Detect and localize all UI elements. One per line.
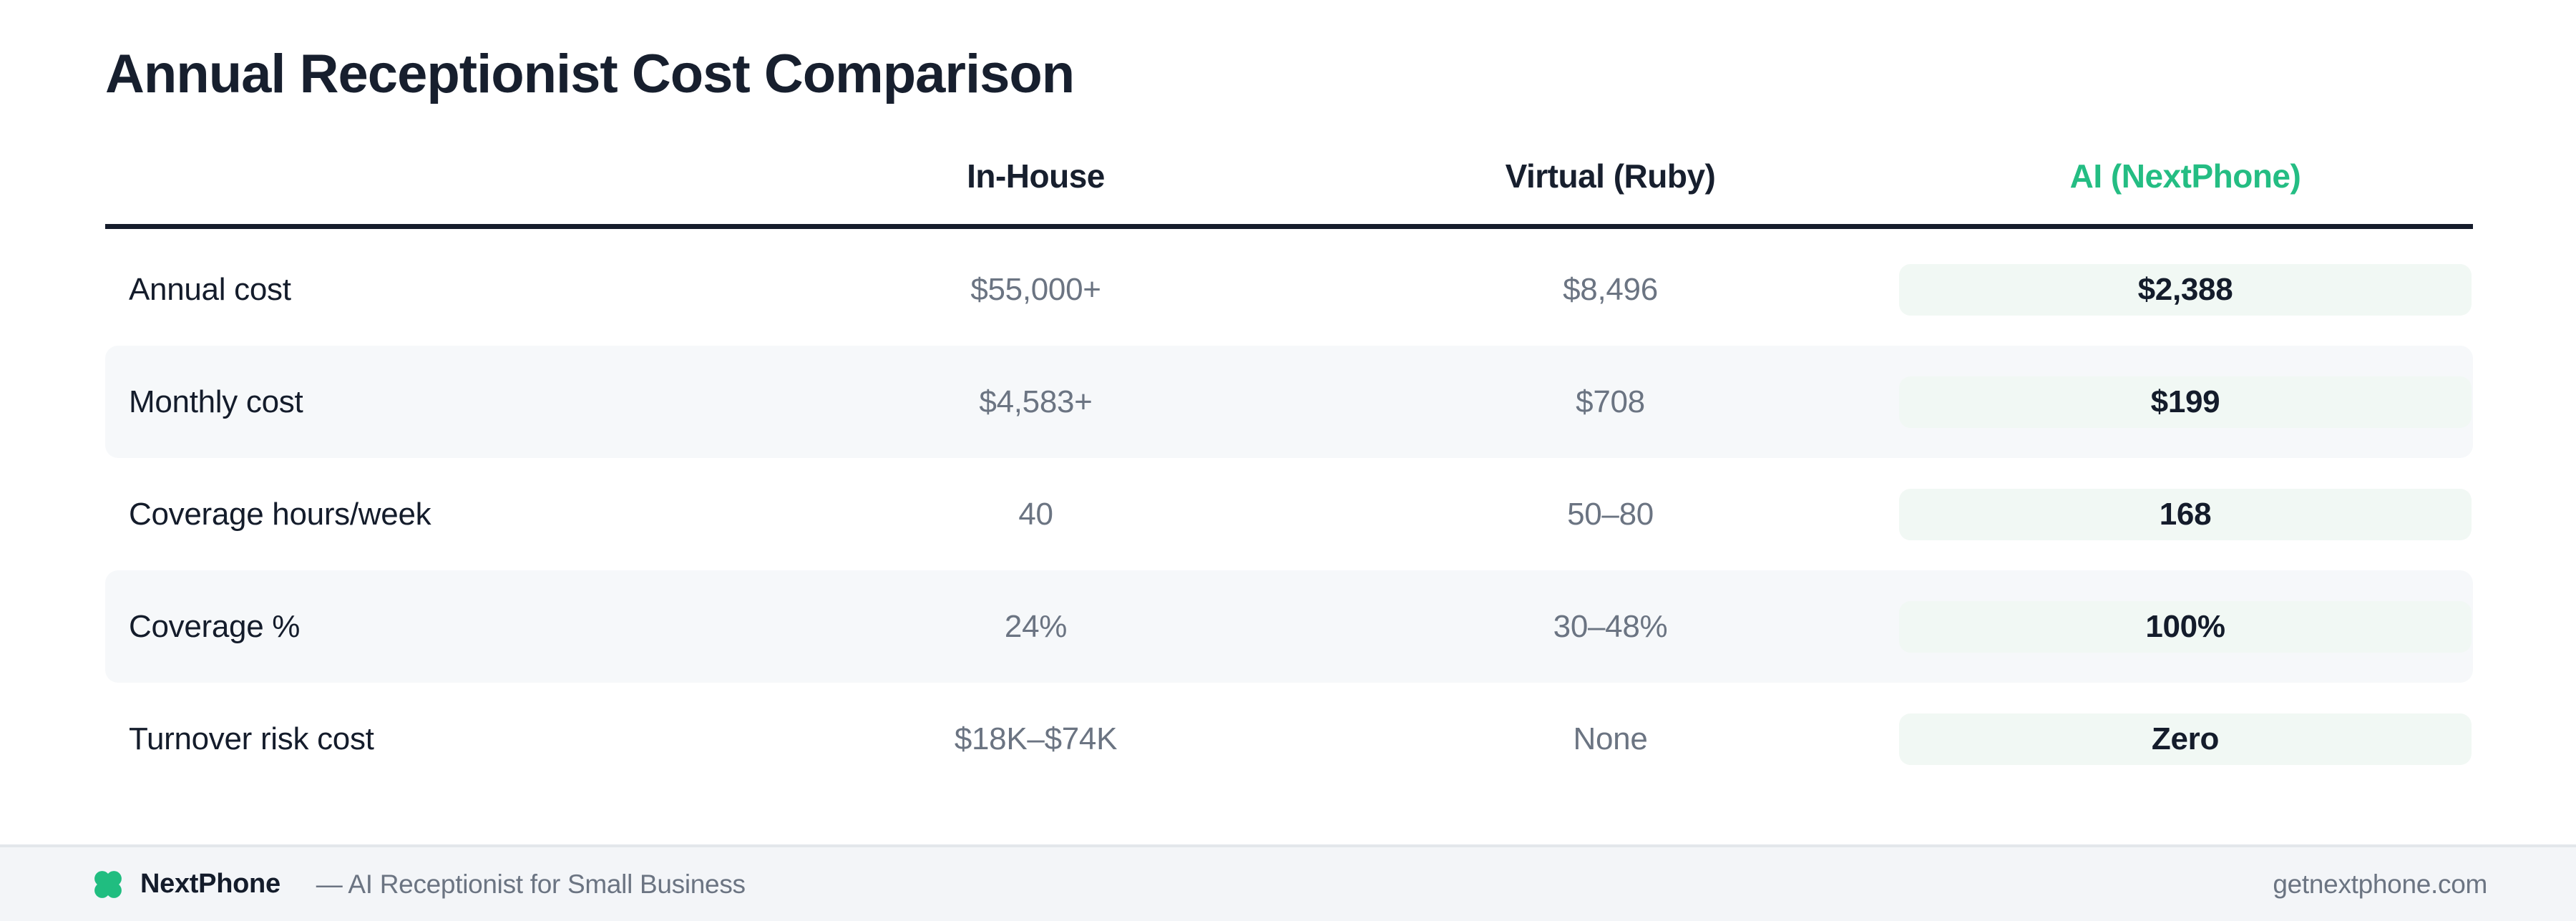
table-header-row: In-House Virtual (Ruby) AI (NextPhone) — [105, 143, 2473, 209]
ai-highlight-pill: Zero — [1899, 713, 2472, 765]
ai-highlight-pill: 168 — [1899, 488, 2472, 540]
comparison-table: Annual cost $55,000+ $8,496 $2,388 Month… — [105, 233, 2473, 795]
value-virtual: None — [1573, 721, 1648, 756]
column-header-virtual-ruby: Virtual (Ruby) — [1505, 157, 1716, 195]
row-label: Coverage % — [129, 608, 301, 644]
footer-bar: NextPhone — AI Receptionist for Small Bu… — [0, 844, 2576, 921]
clover-icon — [94, 870, 122, 898]
row-label: Monthly cost — [129, 384, 303, 419]
brand-group: NextPhone — AI Receptionist for Small Bu… — [93, 869, 746, 900]
table-row: Coverage % 24% 30–48% 100% — [105, 570, 2473, 683]
value-virtual: 30–48% — [1553, 608, 1668, 644]
value-in-house: $55,000+ — [970, 271, 1101, 307]
table-row: Monthly cost $4,583+ $708 $199 — [105, 346, 2473, 458]
value-virtual: $8,496 — [1563, 271, 1658, 307]
row-label: Turnover risk cost — [129, 721, 374, 756]
table-row: Turnover risk cost $18K–$74K None Zero — [105, 683, 2473, 795]
header-divider-rule — [105, 224, 2473, 229]
table-row: Annual cost $55,000+ $8,496 $2,388 — [105, 233, 2473, 346]
website-url: getnextphone.com — [2273, 869, 2487, 899]
brand-tagline: — AI Receptionist for Small Business — [316, 869, 746, 899]
row-label: Annual cost — [129, 271, 291, 307]
value-ai-cell: 100% — [1898, 600, 2473, 653]
value-ai-cell: $2,388 — [1898, 263, 2473, 316]
column-header-ai-nextphone: AI (NextPhone) — [2069, 157, 2301, 195]
value-in-house: $4,583+ — [979, 384, 1093, 419]
column-header-in-house: In-House — [967, 157, 1105, 195]
ai-highlight-pill: $199 — [1899, 376, 2472, 428]
value-ai-cell: Zero — [1898, 713, 2473, 765]
row-label: Coverage hours/week — [129, 496, 431, 532]
value-virtual: 50–80 — [1567, 496, 1654, 532]
table-row: Coverage hours/week 40 50–80 168 — [105, 458, 2473, 570]
ai-highlight-pill: $2,388 — [1899, 263, 2472, 316]
value-in-house: $18K–$74K — [954, 721, 1118, 756]
value-virtual: $708 — [1576, 384, 1645, 419]
page-title: Annual Receptionist Cost Comparison — [105, 44, 1075, 104]
value-in-house: 40 — [1018, 496, 1053, 532]
value-ai-cell: 168 — [1898, 488, 2473, 540]
brand-name: NextPhone — [140, 869, 280, 899]
value-ai-cell: $199 — [1898, 376, 2473, 428]
value-in-house: 24% — [1004, 608, 1068, 644]
ai-highlight-pill: 100% — [1899, 600, 2472, 653]
